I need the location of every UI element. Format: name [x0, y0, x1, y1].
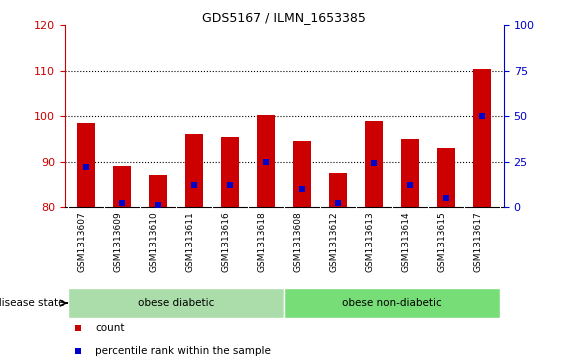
- Text: GSM1313617: GSM1313617: [473, 211, 482, 272]
- Point: [154, 202, 163, 208]
- Text: obese non-diabetic: obese non-diabetic: [342, 298, 442, 308]
- Text: GSM1313616: GSM1313616: [221, 211, 230, 272]
- Bar: [149, 175, 167, 207]
- Bar: [284, 288, 501, 318]
- Text: disease state: disease state: [0, 298, 64, 308]
- Bar: [185, 134, 203, 207]
- Text: GSM1313608: GSM1313608: [293, 211, 302, 272]
- Point: [262, 159, 271, 164]
- Text: GSM1313607: GSM1313607: [77, 211, 86, 272]
- Bar: [293, 141, 311, 207]
- Bar: [68, 288, 284, 318]
- Point: [370, 160, 379, 166]
- Point: [73, 348, 82, 354]
- Bar: [257, 115, 275, 207]
- Bar: [113, 166, 131, 207]
- Text: GSM1313614: GSM1313614: [401, 211, 410, 272]
- Text: count: count: [96, 323, 125, 333]
- Text: GSM1313612: GSM1313612: [329, 211, 338, 272]
- Point: [118, 200, 127, 206]
- Point: [334, 200, 343, 206]
- Bar: [329, 173, 347, 207]
- Text: GSM1313611: GSM1313611: [185, 211, 194, 272]
- Text: percentile rank within the sample: percentile rank within the sample: [96, 346, 271, 356]
- Bar: [437, 148, 455, 207]
- Text: GSM1313610: GSM1313610: [149, 211, 158, 272]
- Point: [190, 182, 199, 188]
- Point: [406, 182, 415, 188]
- Text: GSM1313615: GSM1313615: [437, 211, 446, 272]
- Point: [82, 164, 91, 170]
- Bar: [77, 123, 95, 207]
- Bar: [473, 69, 491, 207]
- Text: GSM1313609: GSM1313609: [113, 211, 122, 272]
- Title: GDS5167 / ILMN_1653385: GDS5167 / ILMN_1653385: [202, 11, 367, 24]
- Point: [298, 186, 307, 192]
- Point: [226, 182, 235, 188]
- Bar: [221, 136, 239, 207]
- Point: [478, 113, 487, 119]
- Bar: [401, 139, 419, 207]
- Text: GSM1313618: GSM1313618: [257, 211, 266, 272]
- Point: [442, 195, 451, 201]
- Bar: [365, 121, 383, 207]
- Text: GSM1313613: GSM1313613: [365, 211, 374, 272]
- Text: obese diabetic: obese diabetic: [138, 298, 215, 308]
- Point: [73, 325, 82, 331]
